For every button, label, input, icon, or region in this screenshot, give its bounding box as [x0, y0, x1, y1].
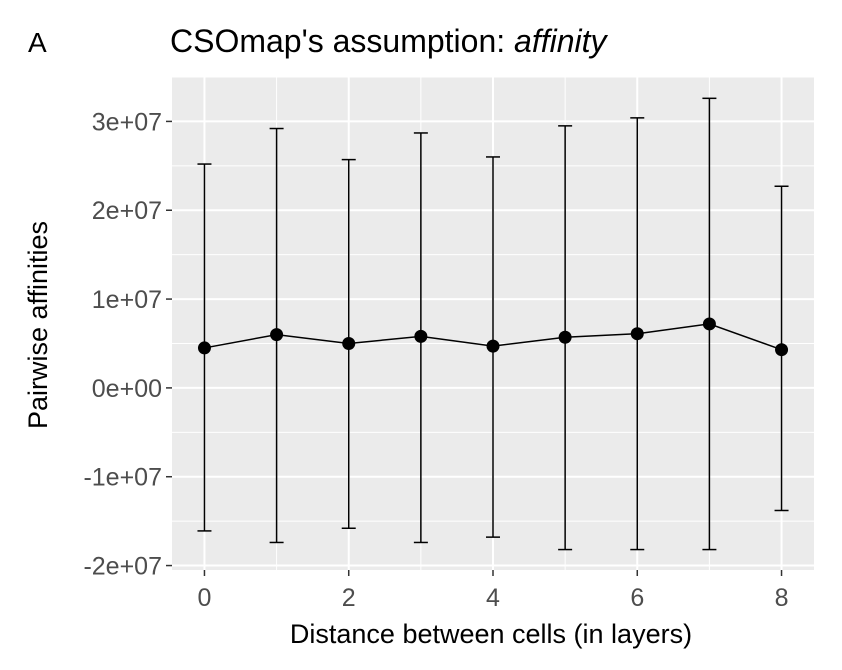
data-point: [630, 327, 644, 341]
x-tick-label: 2: [342, 584, 356, 612]
data-point: [558, 330, 572, 344]
y-tick-label: 3e+07: [92, 108, 162, 136]
chart-title: CSOmap's assumption: affinity: [170, 23, 609, 59]
y-tick-label: 0e+00: [92, 375, 162, 403]
data-point: [342, 336, 356, 350]
x-tick-label: 6: [630, 584, 644, 612]
x-tick-label: 8: [775, 584, 789, 612]
x-tick-label: 0: [198, 584, 212, 612]
y-axis-title: Pairwise affinities: [23, 221, 53, 429]
y-tick-labels: -2e+07 -1e+07 0e+00 1e+07 2e+07 3e+07: [83, 108, 162, 580]
chart-title-prefix: CSOmap's assumption:: [170, 23, 514, 59]
y-tick-label: -1e+07: [83, 464, 162, 492]
data-points: [197, 317, 789, 357]
data-point: [197, 341, 211, 355]
data-point: [414, 329, 428, 343]
data-point: [775, 343, 789, 357]
data-point: [486, 339, 500, 353]
data-point: [270, 328, 284, 342]
x-tick-label: 4: [486, 584, 500, 612]
panel-label: A: [28, 27, 47, 58]
y-tick-label: -2e+07: [83, 553, 162, 581]
chart-title-emphasis: affinity: [514, 23, 608, 59]
x-tick-labels: 0 2 4 6 8: [198, 584, 789, 612]
axis-ticks: [166, 120, 783, 576]
data-point: [702, 317, 716, 331]
y-tick-label: 1e+07: [92, 286, 162, 314]
y-tick-label: 2e+07: [92, 197, 162, 225]
x-axis-title: Distance between cells (in layers): [290, 619, 692, 649]
